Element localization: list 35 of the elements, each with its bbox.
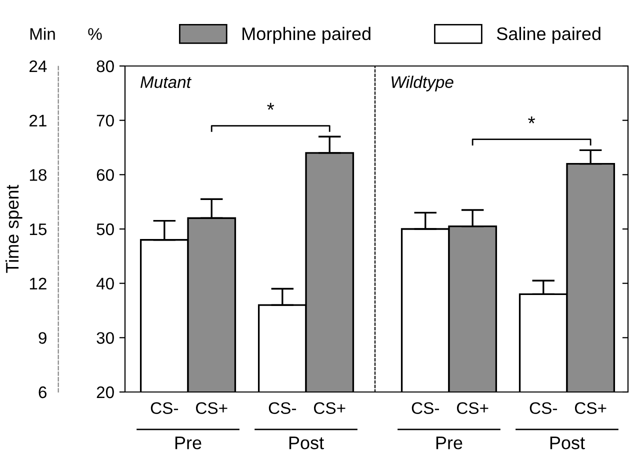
y-tick-label: 80 <box>96 60 114 72</box>
y-tick-label: 50 <box>96 223 114 236</box>
y2-tick-label: 9 <box>38 332 46 344</box>
chart-title: Mutant <box>140 76 192 88</box>
y2-tick-label: 12 <box>30 278 46 290</box>
text: CS- <box>268 402 296 414</box>
x-tick-label: Pre <box>175 436 202 450</box>
legend-label: Saline paired <box>496 26 600 44</box>
x-tick-label: Pre <box>436 436 462 450</box>
x-tick-label: Post <box>289 436 324 450</box>
y2-tick-label: 15 <box>30 224 47 236</box>
y-tick-label: 30 <box>96 332 114 344</box>
y-tick-label: 70 <box>96 114 114 127</box>
legend-label: Morphine paired <box>242 26 370 44</box>
annotation: * <box>528 116 536 124</box>
y2-axis-title: Min <box>30 28 55 40</box>
y-axis-title: % <box>88 28 102 40</box>
text: Wildtype <box>392 76 454 92</box>
text: CS- <box>150 402 178 414</box>
text: CS+ <box>196 402 228 414</box>
text: Time spent <box>5 184 22 273</box>
text: CS+ <box>314 402 346 414</box>
y2-tick-label: 24 <box>30 60 47 72</box>
text: CS- <box>412 402 439 414</box>
text: CS+ <box>574 402 606 414</box>
y-tick-label: 60 <box>96 169 114 181</box>
y-tick-label: 40 <box>96 278 114 290</box>
y-tick-label: 20 <box>96 386 114 398</box>
x-tick-label: Post <box>550 436 585 450</box>
text: CS- <box>530 402 557 414</box>
annotation: * <box>267 102 274 110</box>
text: CS+ <box>456 402 488 414</box>
y2-tick-label: 18 <box>30 169 46 181</box>
y2-tick-label: 21 <box>30 114 46 126</box>
y2-tick-label: 6 <box>38 386 46 398</box>
